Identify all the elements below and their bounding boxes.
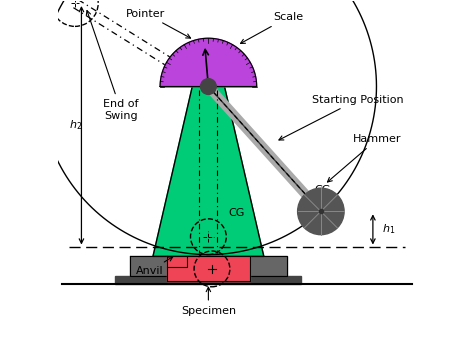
Polygon shape [115, 276, 301, 284]
Polygon shape [160, 38, 256, 87]
Text: Scale: Scale [240, 12, 303, 43]
Text: CG: CG [315, 185, 331, 195]
Text: CG: CG [229, 209, 245, 219]
Polygon shape [167, 256, 249, 281]
Text: Anvil: Anvil [136, 257, 173, 276]
Text: $h_2$: $h_2$ [69, 118, 82, 132]
Text: Hammer: Hammer [328, 134, 402, 182]
Text: $h_1$: $h_1$ [382, 223, 395, 236]
Text: Pointer: Pointer [126, 9, 191, 38]
Text: Starting Position: Starting Position [279, 95, 404, 140]
Polygon shape [153, 87, 264, 256]
Polygon shape [130, 256, 287, 276]
Text: End of
Swing: End of Swing [86, 10, 138, 121]
Text: Specimen: Specimen [181, 287, 236, 316]
Circle shape [201, 79, 216, 94]
Circle shape [298, 188, 344, 235]
